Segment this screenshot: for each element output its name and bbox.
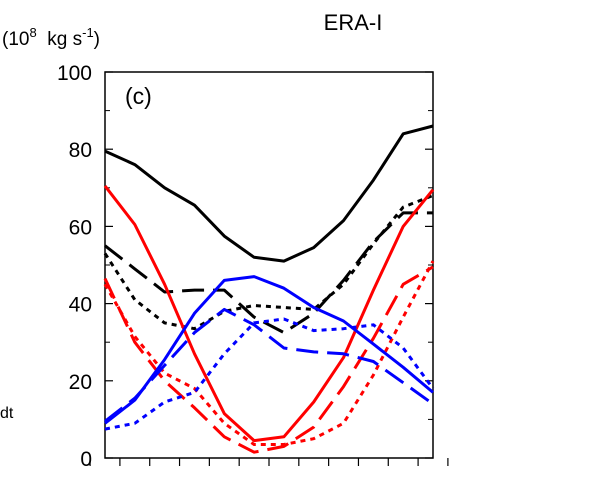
panel-label: (c) bbox=[125, 83, 152, 109]
y-tick-label: 60 bbox=[69, 216, 92, 239]
series-line-8 bbox=[104, 307, 434, 423]
series-line-5 bbox=[103, 265, 434, 454]
series-line-4 bbox=[103, 184, 435, 443]
y-tick-label: 40 bbox=[69, 294, 92, 317]
series-group bbox=[103, 124, 435, 454]
chart-title: ERA-I bbox=[324, 10, 383, 35]
series-line-3 bbox=[103, 194, 434, 331]
y-tick-label: 20 bbox=[69, 371, 92, 394]
y-tick-label: 100 bbox=[57, 62, 92, 85]
series-line-2 bbox=[104, 211, 433, 335]
series-line-9 bbox=[104, 317, 435, 431]
left-axis-label-fragment: dt bbox=[0, 405, 14, 422]
series-line-1 bbox=[104, 124, 434, 263]
y-axis-unit-label: (108 kg s-1) bbox=[2, 25, 100, 50]
series-line-6 bbox=[103, 260, 435, 446]
y-tick-label: 0 bbox=[80, 448, 92, 471]
axis-ticks: 0 20 40 60 80 100 bbox=[57, 62, 449, 471]
series-line-7 bbox=[104, 275, 434, 425]
y-tick-label: 80 bbox=[69, 139, 92, 162]
